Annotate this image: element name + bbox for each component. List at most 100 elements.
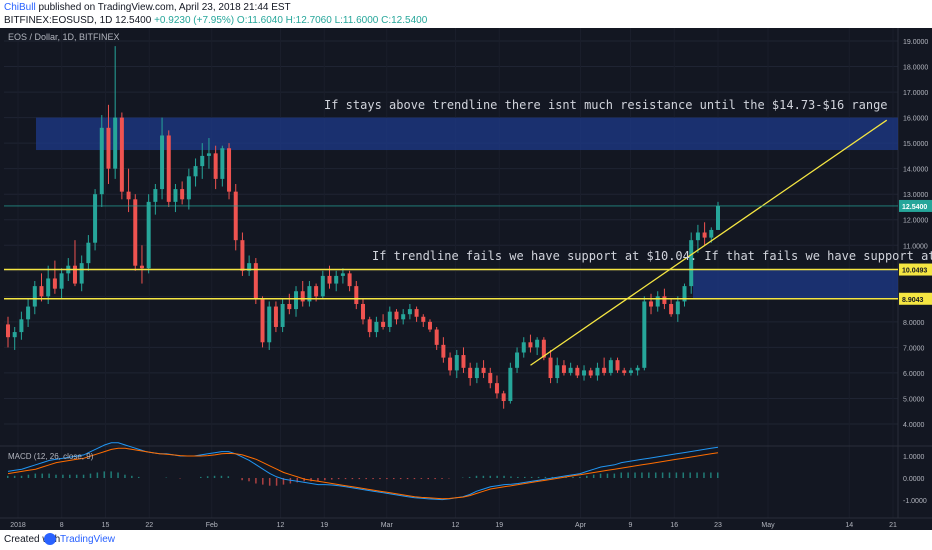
macd-histogram-bar [27, 474, 30, 478]
macd-histogram-bar [103, 471, 106, 478]
macd-tick-label: 0.0000 [903, 476, 925, 483]
macd-histogram-bar [248, 478, 250, 482]
candle [287, 303, 292, 310]
candle [448, 357, 453, 371]
macd-histogram-bar [137, 476, 140, 478]
publish-line: ChiBull published on TradingView.com, Ap… [4, 2, 291, 13]
time-tick-label: 9 [629, 522, 633, 529]
candle [575, 367, 580, 376]
macd-histogram-bar [399, 478, 402, 480]
price-label: 12.5400 [902, 204, 927, 211]
candle [381, 321, 386, 327]
candle [608, 360, 613, 373]
macd-tick-label: 1.0000 [903, 454, 925, 461]
macd-histogram-bar [20, 475, 23, 478]
candle [716, 205, 720, 230]
time-tick-label: 2018 [10, 522, 26, 529]
candle [561, 365, 566, 373]
macd-histogram-bar [668, 472, 671, 478]
macd-histogram-bar [131, 475, 133, 478]
candle [160, 135, 165, 190]
macd-histogram-bar [551, 476, 554, 478]
publish-header: ChiBull published on TradingView.com, Ap… [0, 0, 932, 28]
macd-histogram-bar [48, 473, 50, 478]
macd-line [7, 442, 719, 501]
candle [300, 291, 305, 302]
candle [588, 370, 593, 376]
candle [166, 135, 171, 202]
macd-histogram-bar [89, 473, 92, 478]
macd-histogram-bar [227, 476, 230, 478]
time-tick-label: 12 [452, 522, 460, 529]
candle [649, 301, 654, 307]
candle [461, 355, 466, 368]
macd-histogram-bar [330, 478, 333, 480]
lines [4, 119, 898, 366]
macd-histogram-bar [393, 478, 395, 480]
time-tick-label: Apr [575, 522, 587, 529]
candle [340, 273, 345, 276]
candle [6, 324, 10, 338]
candle [682, 286, 687, 302]
macd-histogram-bar [517, 476, 519, 478]
candle [407, 309, 412, 315]
macd-histogram-bar [496, 475, 498, 478]
tradingview-link[interactable]: TradingView [60, 534, 116, 545]
macd-histogram-bar [689, 472, 691, 478]
candle [622, 370, 627, 373]
time-tick-label: 19 [495, 522, 503, 529]
author-link[interactable]: ChiBull [4, 2, 36, 13]
candle [695, 232, 700, 241]
macd-histogram-bar [682, 472, 685, 478]
publish-info: published on TradingView.com, April 23, … [35, 2, 291, 13]
candle [227, 148, 232, 192]
candle [488, 372, 493, 384]
macd-histogram-bar [413, 478, 416, 480]
macd-histogram-bar [372, 478, 374, 480]
candle [113, 117, 118, 169]
candle [595, 367, 600, 376]
price-label-box [899, 263, 932, 276]
candle [213, 153, 218, 179]
candle [86, 242, 91, 264]
macd-histogram-bar [96, 472, 99, 478]
candle [427, 321, 432, 330]
candle [515, 352, 520, 368]
candle [280, 303, 285, 327]
candle [555, 365, 560, 379]
candle [79, 263, 84, 284]
price-axis: 19.0000 18.0000 17.0000 16.0000 15.0000 14.00… [899, 39, 932, 429]
signal-line [7, 447, 719, 500]
macd-histogram-bar [544, 476, 547, 478]
price-tick-label: 15.0000 [903, 141, 928, 148]
candle [367, 319, 372, 333]
macd-histogram-bar [654, 472, 657, 478]
macd-histogram-bar [241, 478, 243, 481]
candle [535, 339, 540, 348]
macd-histogram-bar [572, 476, 574, 478]
macd-histogram-bar [627, 472, 629, 478]
candle [414, 309, 419, 317]
price-label-box [899, 292, 932, 305]
time-tick-label: 22 [145, 522, 153, 529]
price-tick-label: 8.0000 [903, 320, 925, 327]
resistance-annotation: If stays above trendline there isnt much… [324, 98, 888, 112]
macd-histogram-bar [379, 478, 381, 480]
macd-histogram-bar [69, 474, 71, 478]
macd-histogram-bar [406, 478, 409, 480]
candle [52, 278, 57, 289]
candle [481, 367, 486, 373]
chart-canvas[interactable]: 19.0000 18.0000 17.0000 16.0000 15.0000 14.00… [0, 28, 932, 530]
candle [133, 199, 138, 266]
candle [394, 311, 399, 320]
candle [635, 367, 640, 371]
candle [72, 265, 77, 284]
candles [6, 46, 720, 409]
candle [32, 286, 37, 307]
candle [669, 303, 674, 315]
macd-tick-label: -1.0000 [903, 498, 927, 505]
candle [441, 344, 446, 358]
macd-histogram-bar [220, 475, 223, 478]
candle [39, 286, 44, 297]
candle [689, 240, 694, 287]
